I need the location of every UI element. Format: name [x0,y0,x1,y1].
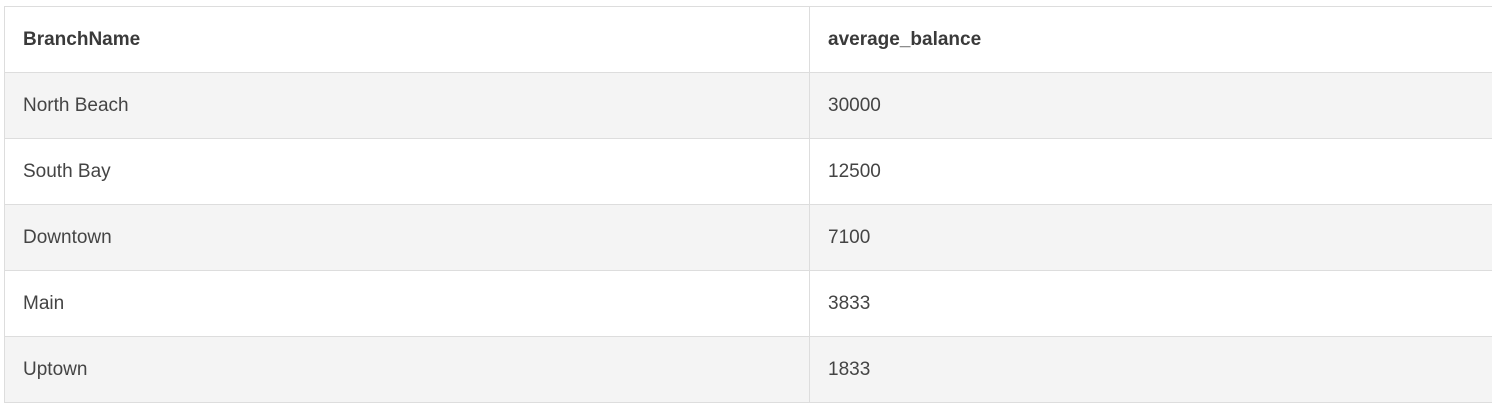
table-row: Uptown 1833 [4,336,1492,403]
header-row: BranchName average_balance [4,6,1492,73]
cell-average-balance: 7100 [809,204,1492,271]
table-row: North Beach 30000 [4,72,1492,139]
cell-average-balance: 3833 [809,270,1492,337]
table-row: Main 3833 [4,270,1492,337]
table-row: South Bay 12500 [4,138,1492,205]
cell-branchname: Uptown [4,336,810,403]
results-table: BranchName average_balance North Beach 3… [4,6,1492,403]
cell-branchname: Main [4,270,810,337]
table-row: Downtown 7100 [4,204,1492,271]
table-body: North Beach 30000 South Bay 12500 Downto… [4,72,1492,403]
cell-average-balance: 30000 [809,72,1492,139]
cell-branchname: Downtown [4,204,810,271]
cell-branchname: North Beach [4,72,810,139]
cell-average-balance: 12500 [809,138,1492,205]
results-table-container: BranchName average_balance North Beach 3… [4,6,1492,403]
column-header-average-balance: average_balance [809,6,1492,73]
cell-average-balance: 1833 [809,336,1492,403]
column-header-branchname: BranchName [4,6,810,73]
table-header: BranchName average_balance [4,6,1492,73]
cell-branchname: South Bay [4,138,810,205]
